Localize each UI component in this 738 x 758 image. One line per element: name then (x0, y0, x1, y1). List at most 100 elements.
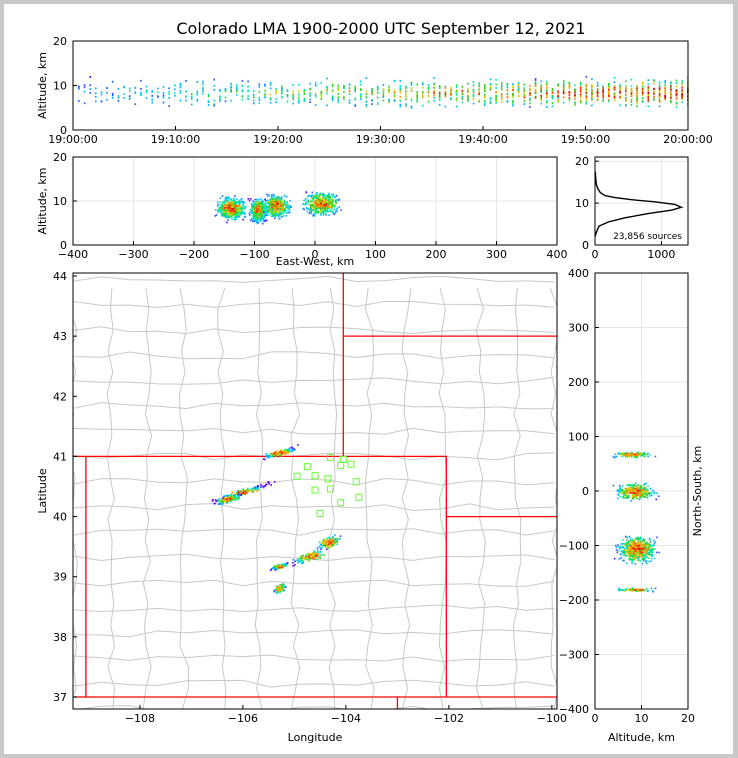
east-west-cell (317, 204, 320, 206)
time-height-cell (625, 97, 627, 100)
time-height-cell (455, 90, 458, 93)
north-south-cell (621, 492, 624, 494)
east-west-cell (260, 212, 262, 215)
time-height-cell (625, 88, 627, 90)
time-height-cell (179, 82, 182, 85)
time-height-cell (506, 96, 509, 99)
north-south-cell (637, 454, 639, 456)
map-density-cell (283, 453, 285, 455)
north-south-cell (628, 556, 631, 559)
histogram-source-count: 23,856 sources (613, 232, 682, 242)
east-west-cell (319, 194, 322, 196)
time-height-cell (675, 94, 678, 97)
map-density-cell (318, 541, 321, 544)
north-south-cell (628, 553, 630, 555)
north-south-cell (635, 454, 638, 456)
east-west-cell (236, 213, 238, 215)
time-height-cell (602, 96, 604, 99)
time-height-cell (179, 90, 182, 92)
east-west-cell (252, 216, 254, 218)
east-west-cell (322, 212, 325, 214)
map-density-cell (222, 499, 225, 501)
east-west-cell (323, 194, 325, 196)
time-height-cell (224, 100, 227, 103)
north-south-cell (624, 552, 626, 555)
map-density-cell (226, 495, 229, 498)
north-south-cell (632, 492, 634, 495)
county-boundary (290, 287, 301, 709)
time-height-cell (185, 95, 187, 98)
map-density-cell (214, 499, 217, 501)
east-west-cell (256, 208, 259, 211)
time-height-cell (540, 91, 542, 93)
north-south-cell (633, 546, 636, 549)
time-height-cell (579, 95, 582, 98)
north-south-cell (634, 485, 637, 487)
east-west-cell (315, 192, 318, 195)
east-west-cell (277, 215, 280, 218)
east-west-cell (314, 200, 317, 202)
time-height-cell (585, 101, 588, 104)
north-south-cell (628, 452, 630, 455)
north-south-cell (626, 542, 628, 544)
east-west-cell (272, 211, 274, 214)
time-height-cell (117, 88, 120, 90)
map-density-cell (326, 539, 329, 542)
east-west-cell (318, 205, 320, 208)
time-height-cell (562, 85, 565, 88)
map-density-cell (265, 483, 267, 486)
east-west-cell (328, 210, 331, 213)
time-height-cell (546, 82, 548, 85)
east-west-density-cells (214, 191, 342, 225)
north-south-cell (634, 496, 637, 499)
lma-station-marker (326, 454, 334, 462)
time-height-cell (467, 96, 469, 98)
north-south-cell (630, 589, 632, 592)
north-south-cell (633, 550, 635, 552)
east-west-cell (332, 212, 334, 214)
time-height-cell (461, 91, 464, 93)
north-south-cell (646, 496, 649, 498)
east-west-cell (232, 209, 234, 211)
north-south-cell (619, 495, 622, 498)
north-south-cell (625, 453, 628, 455)
time-height-cell (523, 87, 526, 90)
map-density-cell (266, 454, 268, 457)
map-density-cell (279, 451, 282, 453)
east-west-cell (237, 214, 240, 216)
map-density-cell (280, 586, 283, 588)
east-west-y-tick-label: 20 (53, 151, 67, 164)
east-west-cell (233, 216, 236, 219)
north-south-cell (651, 494, 653, 497)
map-density-cell (255, 488, 258, 490)
map-density-cell (212, 499, 214, 501)
east-west-cell (330, 209, 332, 211)
north-south-cell (622, 542, 624, 545)
time-height-cell (523, 93, 526, 95)
time-height-cell (636, 91, 638, 94)
east-west-cell (261, 211, 263, 214)
east-west-cell (280, 212, 283, 215)
north-south-cell (615, 546, 618, 549)
time-height-cell (269, 83, 272, 86)
time-height-cell (551, 91, 554, 94)
east-west-cell (332, 210, 334, 213)
time-height-cell (314, 81, 317, 84)
east-west-cell (308, 212, 311, 214)
time-height-cell (670, 88, 672, 91)
time-height-cell (438, 87, 441, 89)
time-height-cell (202, 90, 204, 93)
map-density-cell (307, 554, 309, 556)
time-height-cell (269, 97, 272, 100)
map-density-cell (283, 565, 285, 567)
north-south-cell (628, 588, 631, 591)
east-west-cell (332, 204, 335, 206)
time-height-cell (472, 93, 475, 96)
east-west-cell (289, 206, 291, 208)
map-density-cell (308, 554, 310, 556)
east-west-cell (275, 213, 278, 215)
map-density-cell (227, 494, 229, 497)
time-height-cell (613, 94, 616, 96)
time-height-cell (331, 90, 334, 93)
east-west-cell (258, 217, 261, 220)
